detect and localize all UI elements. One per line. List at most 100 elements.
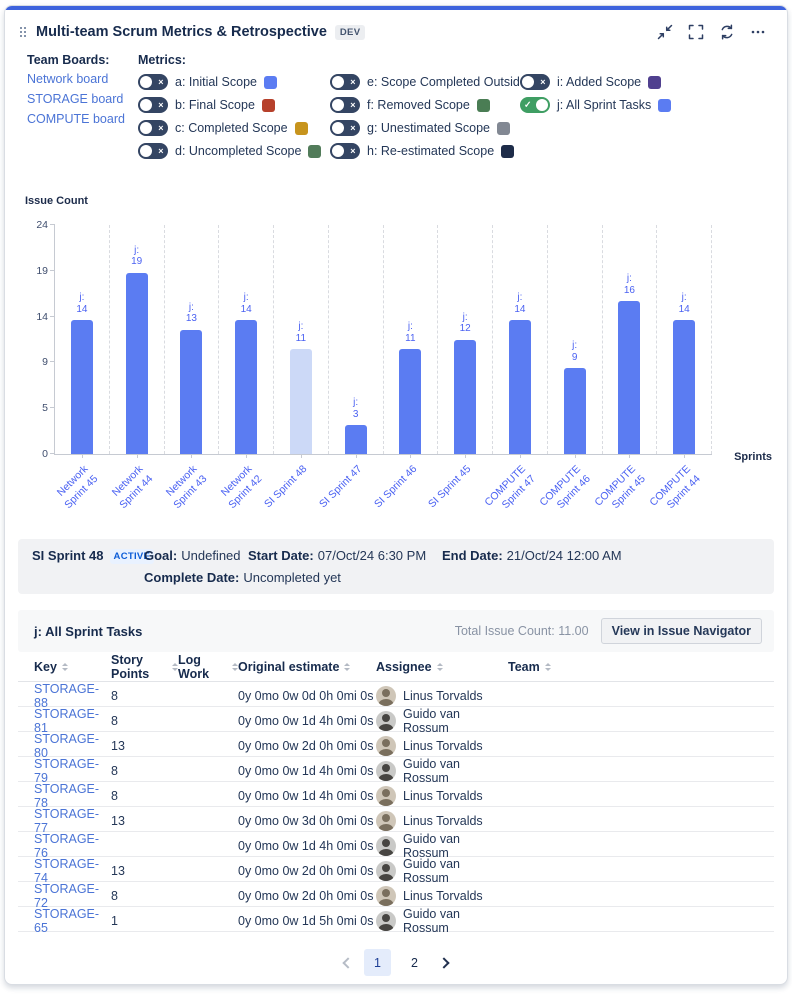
drag-handle-icon[interactable] xyxy=(20,27,26,37)
collapse-icon[interactable] xyxy=(657,24,673,40)
metric-toggle-b[interactable]: b: Final Scope xyxy=(138,97,330,113)
sprint-bar[interactable] xyxy=(344,425,367,454)
x-tick-label: SI Sprint 45 xyxy=(426,463,474,511)
toggle-off-icon[interactable] xyxy=(330,143,360,159)
issue-key-link[interactable]: STORAGE-77 xyxy=(34,807,100,835)
page-button-1[interactable]: 1 xyxy=(364,949,391,976)
table-row: STORAGE-74 13 0y 0mo 0w 2d 0h 0mi 0s Guido … xyxy=(18,857,774,885)
bar-value-label: j: 14 xyxy=(678,292,690,315)
sprint-bar[interactable] xyxy=(618,301,641,454)
refresh-icon[interactable] xyxy=(719,24,735,40)
table-row: STORAGE-65 1 0y 0mo 0w 1d 5h 0mi 0s Guido v… xyxy=(18,907,774,935)
avatar xyxy=(376,836,396,856)
issue-key-link[interactable]: STORAGE-81 xyxy=(34,707,100,735)
table-row: STORAGE-80 13 0y 0mo 0w 2d 0h 0mi 0s Linus … xyxy=(18,732,774,760)
page-button-2[interactable]: 2 xyxy=(411,955,418,970)
sprint-bar[interactable] xyxy=(399,349,422,454)
column-header-assignee[interactable]: Assignee xyxy=(376,660,508,674)
sprint-bar[interactable] xyxy=(454,339,477,454)
more-icon[interactable] xyxy=(750,24,766,40)
board-link-storage[interactable]: STORAGE board xyxy=(27,92,124,106)
board-link-network[interactable]: Network board xyxy=(27,72,109,86)
metric-toggle-c[interactable]: c: Completed Scope xyxy=(138,120,330,136)
chart-slot: j: 14 COMPUTE Sprint 44 xyxy=(647,225,712,511)
fullscreen-icon[interactable] xyxy=(688,24,704,40)
column-header-key[interactable]: Key xyxy=(34,660,111,674)
issue-key-link[interactable]: STORAGE-80 xyxy=(34,732,100,760)
metric-color-swatch xyxy=(501,144,515,158)
x-tick-label: COMPUTE Sprint 46 xyxy=(537,463,593,511)
issue-key-link[interactable]: STORAGE-76 xyxy=(34,832,100,860)
issue-key-link[interactable]: STORAGE-65 xyxy=(34,907,100,935)
original-estimate-cell: 0y 0mo 0w 1d 4h 0mi 0s xyxy=(238,764,374,778)
sprint-bar[interactable] xyxy=(289,349,312,454)
toggle-off-icon[interactable] xyxy=(330,74,360,90)
chart-slot: j: 16 COMPUTE Sprint 45 xyxy=(592,225,658,511)
sprint-complete-date: Complete Date: Uncompleted yet xyxy=(144,570,341,585)
sort-icon xyxy=(61,662,68,671)
metric-color-swatch xyxy=(264,75,277,89)
sprint-bar[interactable] xyxy=(70,320,93,454)
avatar xyxy=(376,686,396,706)
avatar xyxy=(376,736,396,756)
original-estimate-cell: 0y 0mo 0w 3d 0h 0mi 0s xyxy=(238,814,374,828)
avatar xyxy=(376,786,396,806)
issue-key-link[interactable]: STORAGE-72 xyxy=(34,882,100,910)
chart-slot: j: 3 SI Sprint 47 xyxy=(317,225,384,510)
story-points-cell: 13 xyxy=(111,739,125,753)
metric-label: f: Removed Scope xyxy=(367,98,470,112)
avatar xyxy=(376,911,396,931)
previous-page-icon[interactable] xyxy=(342,956,354,969)
toggle-off-icon[interactable] xyxy=(520,74,550,90)
next-page-icon[interactable] xyxy=(438,956,450,969)
column-header-log-work[interactable]: Log Work xyxy=(178,653,238,681)
toggle-off-icon[interactable] xyxy=(138,97,168,113)
original-estimate-cell: 0y 0mo 0w 1d 4h 0mi 0s xyxy=(238,789,374,803)
metric-color-swatch xyxy=(648,75,662,89)
assignee-name: Guido van Rossum xyxy=(403,707,460,735)
chart-slot: j: 12 SI Sprint 45 xyxy=(426,225,493,510)
y-tick-label: 0 xyxy=(42,448,48,460)
sprint-bar[interactable] xyxy=(508,320,531,454)
issue-key-link[interactable]: STORAGE-88 xyxy=(34,682,100,710)
metric-toggle-d[interactable]: d: Uncompleted Scope xyxy=(138,143,330,159)
toggle-off-icon[interactable] xyxy=(330,120,360,136)
sprint-bar[interactable] xyxy=(235,320,258,454)
issue-key-link[interactable]: STORAGE-78 xyxy=(34,782,100,810)
metric-toggle-g[interactable]: g: Unestimated Scope xyxy=(330,120,520,136)
sprint-bar[interactable] xyxy=(673,320,696,454)
column-header-original-estimate[interactable]: Original estimate xyxy=(238,660,376,674)
avatar xyxy=(376,761,396,781)
sprint-end-date: End Date: 21/Oct/24 12:00 AM xyxy=(442,548,622,563)
metric-toggle-f[interactable]: f: Removed Scope xyxy=(330,97,520,113)
issue-key-link[interactable]: STORAGE-74 xyxy=(34,857,100,885)
metric-label: a: Initial Scope xyxy=(175,75,257,89)
toggle-on-icon[interactable] xyxy=(520,97,550,113)
toggle-off-icon[interactable] xyxy=(138,143,168,159)
original-estimate-cell: 0y 0mo 0w 0d 0h 0mi 0s xyxy=(238,689,374,703)
toggle-off-icon[interactable] xyxy=(330,97,360,113)
board-link-compute[interactable]: COMPUTE board xyxy=(27,112,125,126)
sprint-bar[interactable] xyxy=(125,272,148,454)
sprint-bar[interactable] xyxy=(180,329,203,454)
chart-slot: j: 14 Network Sprint 45 xyxy=(55,225,110,511)
issues-table-body: STORAGE-88 8 0y 0mo 0w 0d 0h 0mi 0s Linus T… xyxy=(18,682,774,935)
column-header-team[interactable]: Team xyxy=(508,660,762,674)
column-header-story-points[interactable]: Story Points xyxy=(111,653,178,681)
issue-key-link[interactable]: STORAGE-79 xyxy=(34,757,100,785)
toggle-off-icon[interactable] xyxy=(138,120,168,136)
sort-icon xyxy=(544,662,551,671)
original-estimate-cell: 0y 0mo 0w 1d 5h 0mi 0s xyxy=(238,914,374,928)
view-in-issue-navigator-button[interactable]: View in Issue Navigator xyxy=(600,618,762,644)
metric-color-swatch xyxy=(261,98,275,112)
metric-toggle-i[interactable]: i: Added Scope xyxy=(520,74,774,90)
metric-toggle-j[interactable]: j: All Sprint Tasks xyxy=(520,97,774,113)
assignee-cell: Guido van Rossum xyxy=(376,857,508,885)
metric-toggle-a[interactable]: a: Initial Scope xyxy=(138,74,330,90)
metric-toggle-e[interactable]: e: Scope Completed Outside xyxy=(330,74,547,90)
bar-value-label: j: 14 xyxy=(240,292,252,315)
sprint-bar[interactable] xyxy=(563,368,586,454)
toggle-off-icon[interactable] xyxy=(138,74,168,90)
metric-toggle-h[interactable]: h: Re-estimated Scope xyxy=(330,143,520,159)
assignee-cell: Linus Torvalds xyxy=(376,736,508,756)
